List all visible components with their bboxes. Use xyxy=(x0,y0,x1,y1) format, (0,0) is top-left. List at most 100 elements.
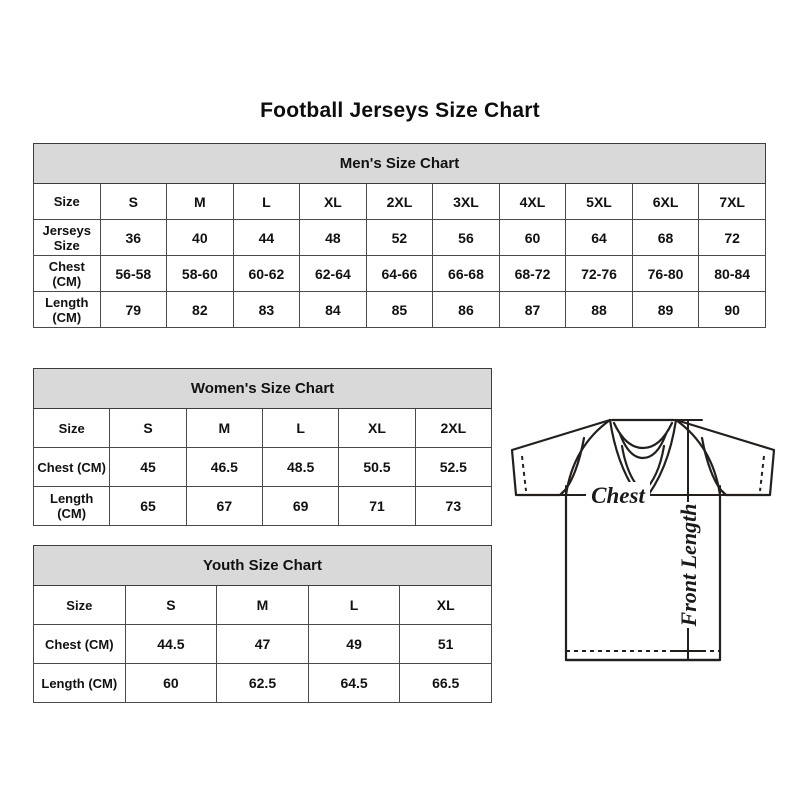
table-cell: 56 xyxy=(432,219,500,256)
table-cell: 67 xyxy=(185,486,263,526)
table-cell: 36 xyxy=(99,219,168,256)
table-cell: L xyxy=(261,408,340,448)
table-cell: S xyxy=(99,183,168,220)
row-label-chest: Chest (CM) xyxy=(33,624,126,664)
row-label-size: Size xyxy=(33,585,126,625)
womens-table-header: Women's Size Chart xyxy=(33,368,492,409)
table-cell: 73 xyxy=(414,486,493,526)
table-row: Size S M L XL xyxy=(33,585,492,625)
table-cell: 51 xyxy=(399,624,492,664)
table-row: Size S M L XL 2XL 3XL 4XL 5XL 6XL 7XL xyxy=(33,183,766,220)
table-cell: 64 xyxy=(565,219,633,256)
table-cell: 48.5 xyxy=(261,447,340,487)
right-cuff-dashed-line xyxy=(759,455,765,492)
table-cell: L xyxy=(307,585,401,625)
table-cell: 49 xyxy=(307,624,401,664)
page-title: Football Jerseys Size Chart xyxy=(260,99,540,122)
table-cell: 65 xyxy=(109,486,187,526)
table-cell: 87 xyxy=(498,291,567,328)
table-cell: 45 xyxy=(109,447,187,487)
table-cell: XL xyxy=(338,408,416,448)
row-label-size: Size xyxy=(33,183,101,220)
table-cell: 76-80 xyxy=(631,255,700,292)
table-cell: 64-66 xyxy=(365,255,434,292)
collar-inner-curve-1 xyxy=(612,421,674,450)
table-cell: 56-58 xyxy=(99,255,168,292)
table-cell: 79 xyxy=(99,291,168,328)
table-cell: 80-84 xyxy=(698,255,766,292)
table-row: Length (CM) 79 82 83 84 85 86 87 88 89 9… xyxy=(33,291,766,328)
table-row: Length (CM) 60 62.5 64.5 66.5 xyxy=(33,663,492,703)
table-header-row: Youth Size Chart xyxy=(33,545,492,586)
table-cell: XL xyxy=(399,585,492,625)
row-label-jerseys-size: Jerseys Size xyxy=(33,219,101,256)
row-label-length: Length (CM) xyxy=(33,291,101,328)
table-row: Size S M L XL 2XL xyxy=(32,408,493,448)
table-row: Jerseys Size 36 40 44 48 52 56 60 64 68 … xyxy=(33,219,766,256)
table-cell: XL xyxy=(299,183,367,220)
table-cell: 52.5 xyxy=(414,447,493,487)
table-cell: S xyxy=(124,585,218,625)
table-cell: 44 xyxy=(232,219,301,256)
jersey-measurement-diagram: Chest Front Length xyxy=(498,398,788,693)
row-label-chest: Chest (CM) xyxy=(32,447,111,487)
table-cell: 47 xyxy=(216,624,309,664)
table-header-row: Men's Size Chart xyxy=(33,143,766,184)
chest-label: Chest xyxy=(591,483,645,508)
row-label-length: Length (CM) xyxy=(33,663,126,703)
table-cell: 52 xyxy=(365,219,434,256)
chest-label-backdrop xyxy=(586,482,650,508)
table-cell: S xyxy=(109,408,187,448)
table-cell: 82 xyxy=(166,291,234,328)
womens-size-table: Women's Size Chart Size S M L XL 2XL Che… xyxy=(32,368,493,526)
collar-inner-curve-2 xyxy=(618,432,668,460)
table-cell: 40 xyxy=(166,219,234,256)
table-cell: 44.5 xyxy=(124,624,218,664)
youth-table-header: Youth Size Chart xyxy=(33,545,492,586)
row-label-size: Size xyxy=(32,408,111,448)
table-cell: 88 xyxy=(565,291,633,328)
table-cell: 69 xyxy=(261,486,340,526)
table-cell: 66.5 xyxy=(399,663,492,703)
right-armhole-curve xyxy=(700,436,728,497)
table-cell: 7XL xyxy=(698,183,766,220)
table-cell: 60 xyxy=(498,219,567,256)
table-cell: M xyxy=(166,183,234,220)
table-cell: 5XL xyxy=(565,183,633,220)
left-armhole-curve xyxy=(558,436,586,497)
table-cell: M xyxy=(185,408,263,448)
table-cell: 86 xyxy=(432,291,500,328)
left-cuff-dashed-line xyxy=(521,455,527,492)
table-cell: 2XL xyxy=(365,183,434,220)
table-cell: 60 xyxy=(124,663,218,703)
front-length-label: Front Length xyxy=(676,504,701,628)
mens-table-header: Men's Size Chart xyxy=(33,143,766,184)
table-cell: 58-60 xyxy=(166,255,234,292)
table-cell: 71 xyxy=(338,486,416,526)
table-cell: 83 xyxy=(232,291,301,328)
table-cell: M xyxy=(216,585,309,625)
table-cell: 4XL xyxy=(498,183,567,220)
front-length-label-backdrop xyxy=(676,502,702,628)
table-cell: 64.5 xyxy=(307,663,401,703)
table-cell: L xyxy=(232,183,301,220)
table-cell: 62-64 xyxy=(299,255,367,292)
table-cell: 85 xyxy=(365,291,434,328)
table-cell: 2XL xyxy=(414,408,493,448)
youth-size-table: Youth Size Chart Size S M L XL Chest (CM… xyxy=(33,545,492,703)
table-cell: 46.5 xyxy=(185,447,263,487)
table-cell: 68-72 xyxy=(498,255,567,292)
table-cell: 66-68 xyxy=(432,255,500,292)
table-row: Chest (CM) 44.5 47 49 51 xyxy=(33,624,492,664)
table-row: Chest (CM) 56-58 58-60 60-62 62-64 64-66… xyxy=(33,255,766,292)
mens-size-table: Men's Size Chart Size S M L XL 2XL 3XL 4… xyxy=(33,143,766,328)
table-row: Chest (CM) 45 46.5 48.5 50.5 52.5 xyxy=(32,447,493,487)
table-cell: 72-76 xyxy=(565,255,633,292)
table-cell: 62.5 xyxy=(216,663,309,703)
table-cell: 84 xyxy=(299,291,367,328)
table-cell: 90 xyxy=(698,291,766,328)
table-cell: 6XL xyxy=(631,183,700,220)
table-header-row: Women's Size Chart xyxy=(33,368,492,409)
row-label-chest: Chest (CM) xyxy=(33,255,101,292)
